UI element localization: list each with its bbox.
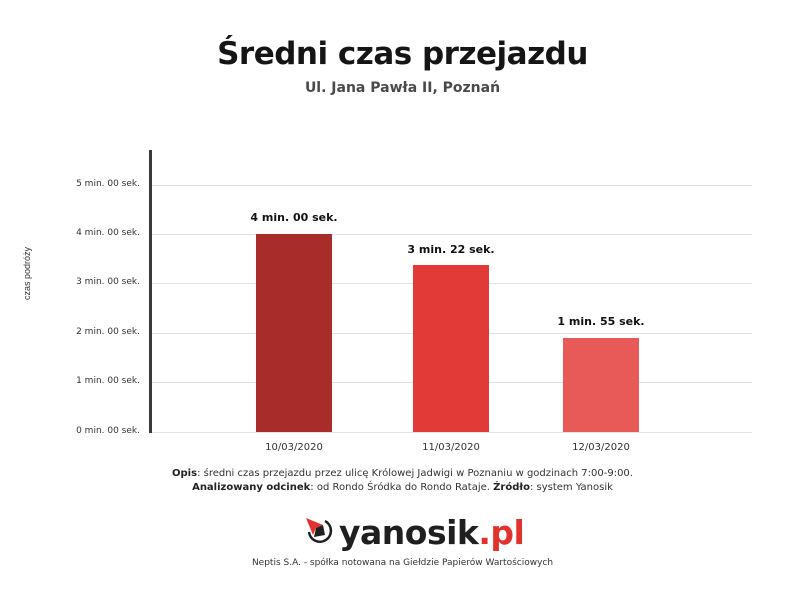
y-axis-label: czas podróży bbox=[22, 246, 32, 300]
yanosik-logo: yanosik.pl bbox=[303, 512, 525, 552]
description-label: Opis bbox=[172, 468, 198, 479]
logo-name: yanosik bbox=[339, 512, 479, 552]
y-tick-3min: 3 min. 00 sek. bbox=[76, 277, 140, 287]
bar-value-label: 1 min. 55 sek. bbox=[557, 315, 645, 328]
description-line-1: Opis: średni czas przejazdu przez ulicę … bbox=[0, 468, 805, 479]
x-tick-label: 12/03/2020 bbox=[572, 442, 630, 453]
source-label: Źródło bbox=[493, 482, 530, 493]
x-tick-label: 10/03/2020 bbox=[265, 442, 323, 453]
chart-title: Średni czas przejazdu bbox=[217, 36, 588, 72]
y-tick-1min: 1 min. 00 sek. bbox=[76, 376, 140, 386]
bar-10-03-2020 bbox=[256, 234, 332, 432]
bar-12-03-2020 bbox=[563, 338, 639, 432]
segment-text: : od Rondo Śródka do Rondo Rataje. bbox=[310, 482, 494, 493]
description-text: : średni czas przejazdu przez ulicę Król… bbox=[197, 468, 633, 479]
logo-text: yanosik.pl bbox=[339, 512, 525, 552]
logo-ext: .pl bbox=[478, 512, 525, 552]
gridline bbox=[152, 234, 752, 235]
compass-icon bbox=[303, 515, 333, 549]
x-axis-baseline bbox=[152, 432, 752, 433]
gridline bbox=[152, 185, 752, 186]
bar-value-label: 3 min. 22 sek. bbox=[407, 243, 495, 256]
bar-value-label: 4 min. 00 sek. bbox=[250, 211, 338, 224]
footer-text: Neptis S.A. - spółka notowana na Giełdzi… bbox=[251, 558, 554, 568]
y-tick-4min: 4 min. 00 sek. bbox=[76, 228, 140, 238]
segment-label: Analizowany odcinek bbox=[192, 482, 311, 493]
source-text: : system Yanosik bbox=[529, 482, 613, 493]
x-tick-label: 11/03/2020 bbox=[422, 442, 480, 453]
y-tick-0min: 0 min. 00 sek. bbox=[76, 426, 140, 436]
y-axis-line bbox=[149, 150, 152, 433]
bar-11-03-2020 bbox=[413, 265, 489, 432]
y-tick-2min: 2 min. 00 sek. bbox=[76, 327, 140, 337]
description-line-2: Analizowany odcinek: od Rondo Śródka do … bbox=[0, 482, 805, 493]
y-tick-5min: 5 min. 00 sek. bbox=[76, 179, 140, 189]
chart-subtitle: Ul. Jana Pawła II, Poznań bbox=[304, 80, 501, 96]
